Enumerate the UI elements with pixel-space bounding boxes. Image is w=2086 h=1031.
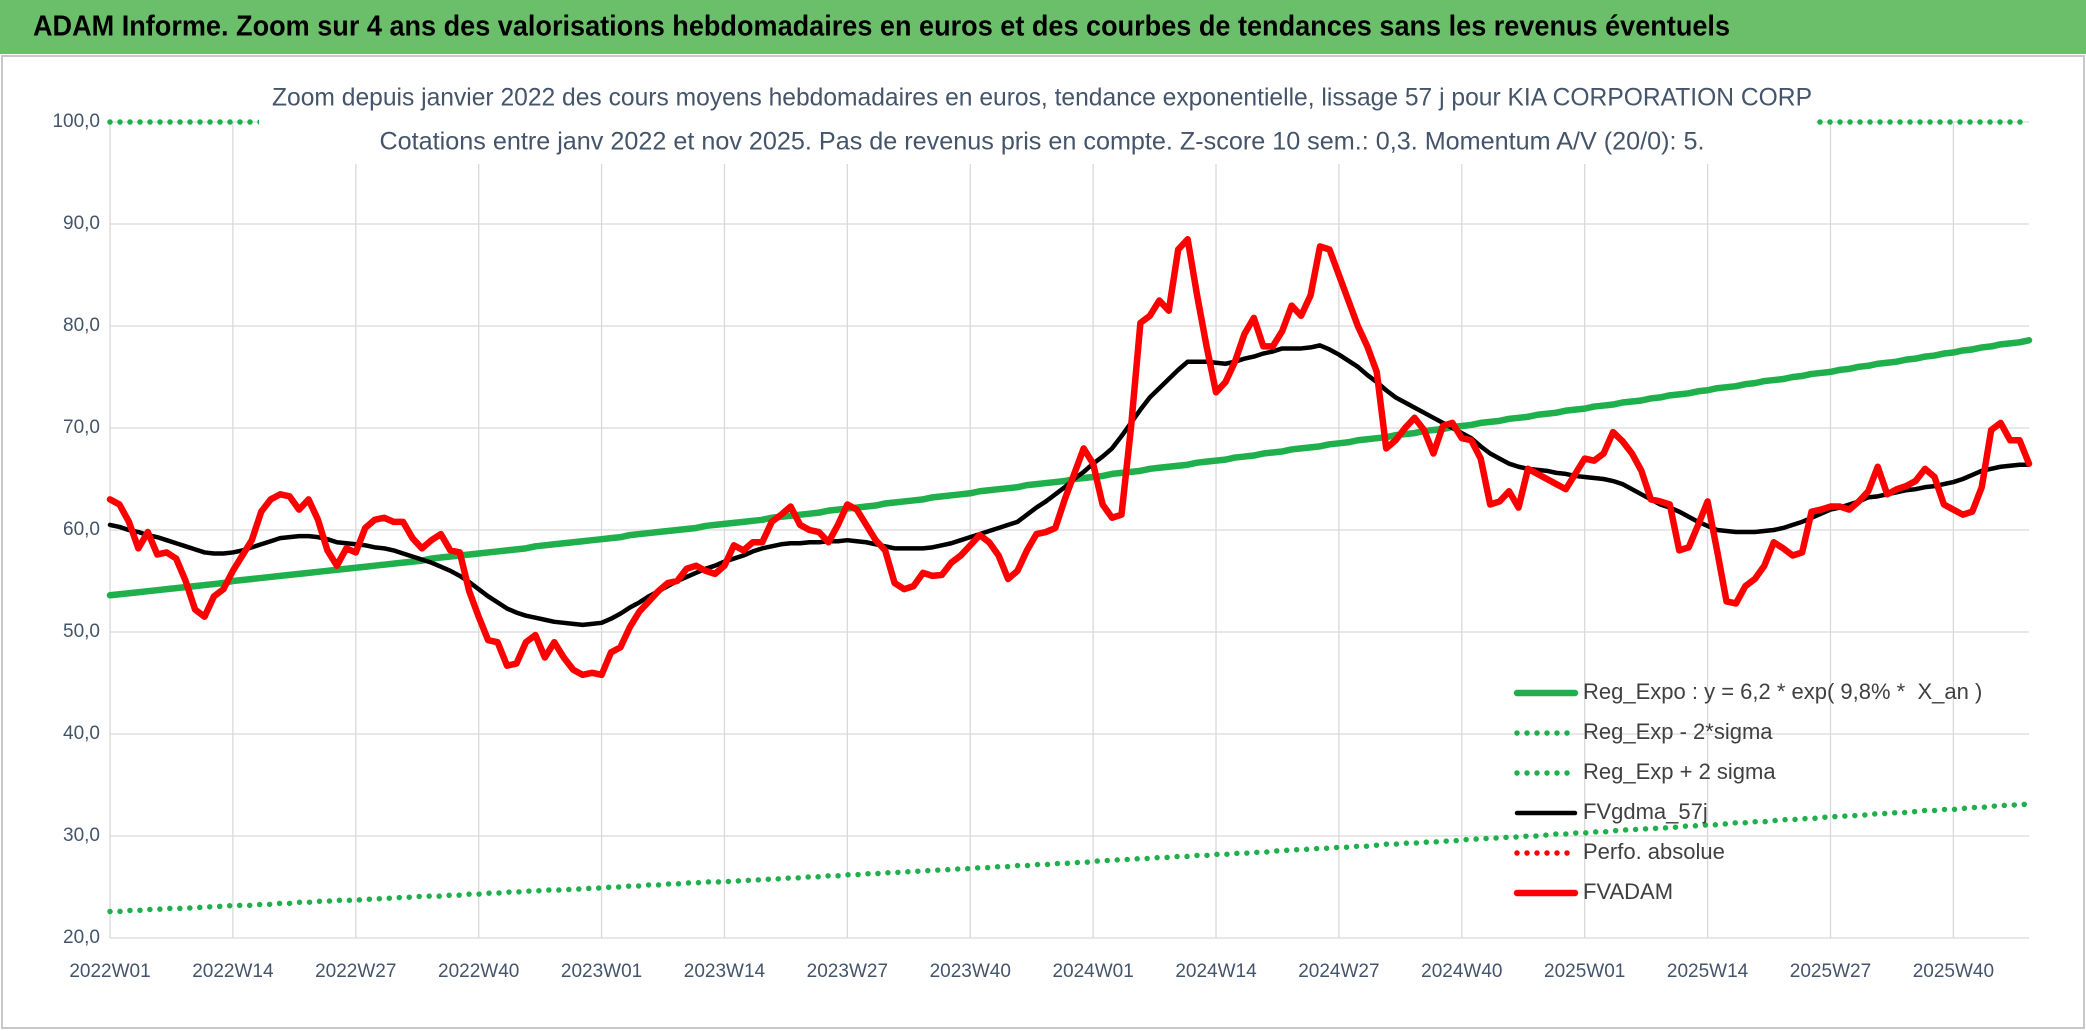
- legend: Reg_Expo : y = 6,2 * exp( 9,8% * X_an ) R…: [1513, 679, 1982, 904]
- header-title: ADAM Informe. Zoom sur 4 ans des valoris…: [33, 11, 1730, 43]
- legend-label: Reg_Exp - 2*sigma: [1583, 719, 1773, 744]
- series-line: [106, 236, 2033, 679]
- legend-label: FVgdma_57j: [1583, 799, 1708, 824]
- legend-label: Perfo. absolue: [1583, 839, 1725, 864]
- x-tick-label: 2024W40: [1421, 961, 1502, 982]
- x-tick-label: 2022W14: [192, 961, 274, 982]
- x-tick-label: 2023W40: [930, 961, 1011, 982]
- y-tick-label: 80,0: [63, 315, 100, 336]
- x-tick-label: 2023W01: [561, 961, 642, 982]
- chart-subtitle: Cotations entre janv 2022 et nov 2025. P…: [380, 128, 1705, 156]
- y-tick-label: 40,0: [63, 723, 100, 744]
- x-tick-label: 2022W01: [69, 961, 150, 982]
- y-tick-label: 90,0: [63, 213, 100, 234]
- y-tick-label: 100,0: [52, 111, 100, 132]
- x-tick-label: 2023W27: [807, 961, 888, 982]
- plot-area: 20,0 30,0 40,0 50,0 60,0 70,0 80,0 90,0 100,0 202…: [52, 111, 2033, 982]
- x-tick-label: 2022W40: [438, 961, 519, 982]
- x-tick-label: 2024W27: [1298, 961, 1379, 982]
- x-tick-label: 2025W27: [1790, 961, 1871, 982]
- x-tick-label: 2023W14: [684, 961, 766, 982]
- x-tick-label: 2022W27: [315, 961, 396, 982]
- series-line: [107, 801, 2032, 915]
- x-tick-label: 2025W14: [1667, 961, 1749, 982]
- legend-label: FVADAM: [1583, 879, 1673, 904]
- y-tick-label: 50,0: [63, 621, 100, 642]
- x-tick-label: 2024W14: [1175, 961, 1257, 982]
- y-tick-label: 30,0: [63, 825, 100, 846]
- chart-frame: [1, 55, 2085, 1029]
- x-tick-label: 2025W01: [1544, 961, 1625, 982]
- header-bar: [0, 0, 2086, 54]
- y-tick-label: 70,0: [63, 417, 100, 438]
- y-tick-label: 20,0: [63, 927, 100, 948]
- legend-label: Reg_Expo : y = 6,2 * exp( 9,8% * X_an ): [1583, 679, 1982, 704]
- y-tick-label: 60,0: [63, 519, 100, 540]
- legend-label: Reg_Exp + 2 sigma: [1583, 759, 1776, 784]
- chart-title: Zoom depuis janvier 2022 des cours moyen…: [272, 84, 1812, 112]
- x-tick-label: 2025W40: [1913, 961, 1994, 982]
- x-tick-label: 2024W01: [1052, 961, 1133, 982]
- title-backdrop: [259, 78, 1816, 164]
